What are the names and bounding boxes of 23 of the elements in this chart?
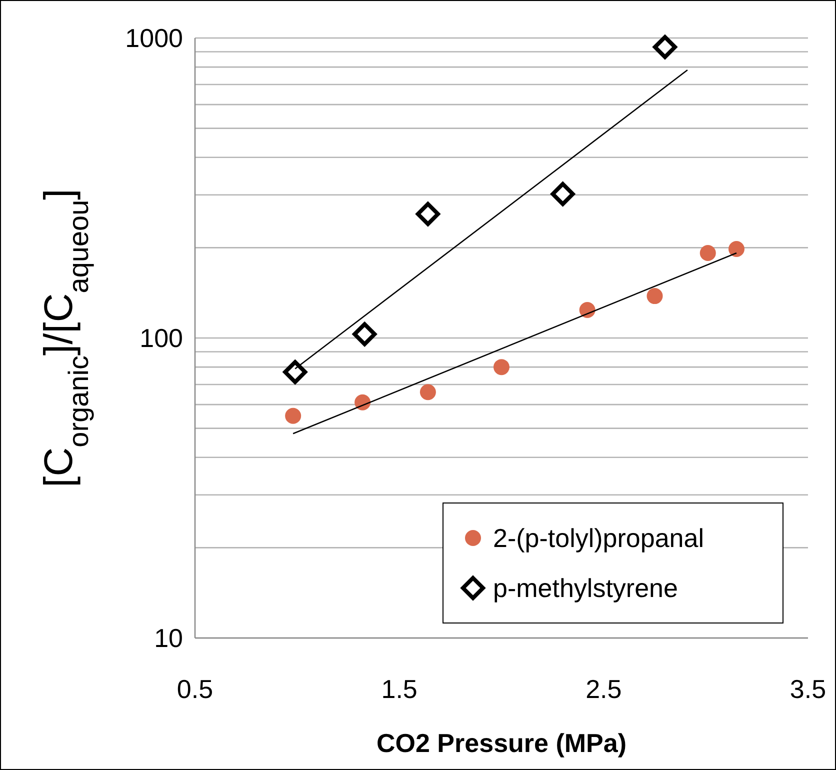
point xyxy=(420,384,436,400)
point xyxy=(550,182,575,206)
x-tick-label: 3.5 xyxy=(790,674,826,704)
point xyxy=(354,394,371,410)
point xyxy=(646,288,663,304)
x-axis-title: CO2 Pressure (MPa) xyxy=(376,728,626,758)
legend-label: p-methylstyrene xyxy=(493,573,678,604)
x-tick-label: 2.5 xyxy=(586,674,622,704)
point xyxy=(352,322,377,346)
y-tick-label: 100 xyxy=(140,323,183,354)
point xyxy=(285,408,302,424)
y-tick-label: 10 xyxy=(154,623,183,654)
point xyxy=(416,202,440,226)
x-tick-label: 0.5 xyxy=(176,674,214,704)
point xyxy=(700,245,716,262)
point xyxy=(579,302,596,318)
point xyxy=(728,241,744,257)
y-tick-label: 1000 xyxy=(125,23,183,54)
legend-label: 2-(p-tolyl)propanal xyxy=(493,523,704,554)
x-tick-label: 1.5 xyxy=(381,674,418,704)
point xyxy=(283,360,308,384)
point xyxy=(494,359,510,376)
point xyxy=(652,35,677,60)
